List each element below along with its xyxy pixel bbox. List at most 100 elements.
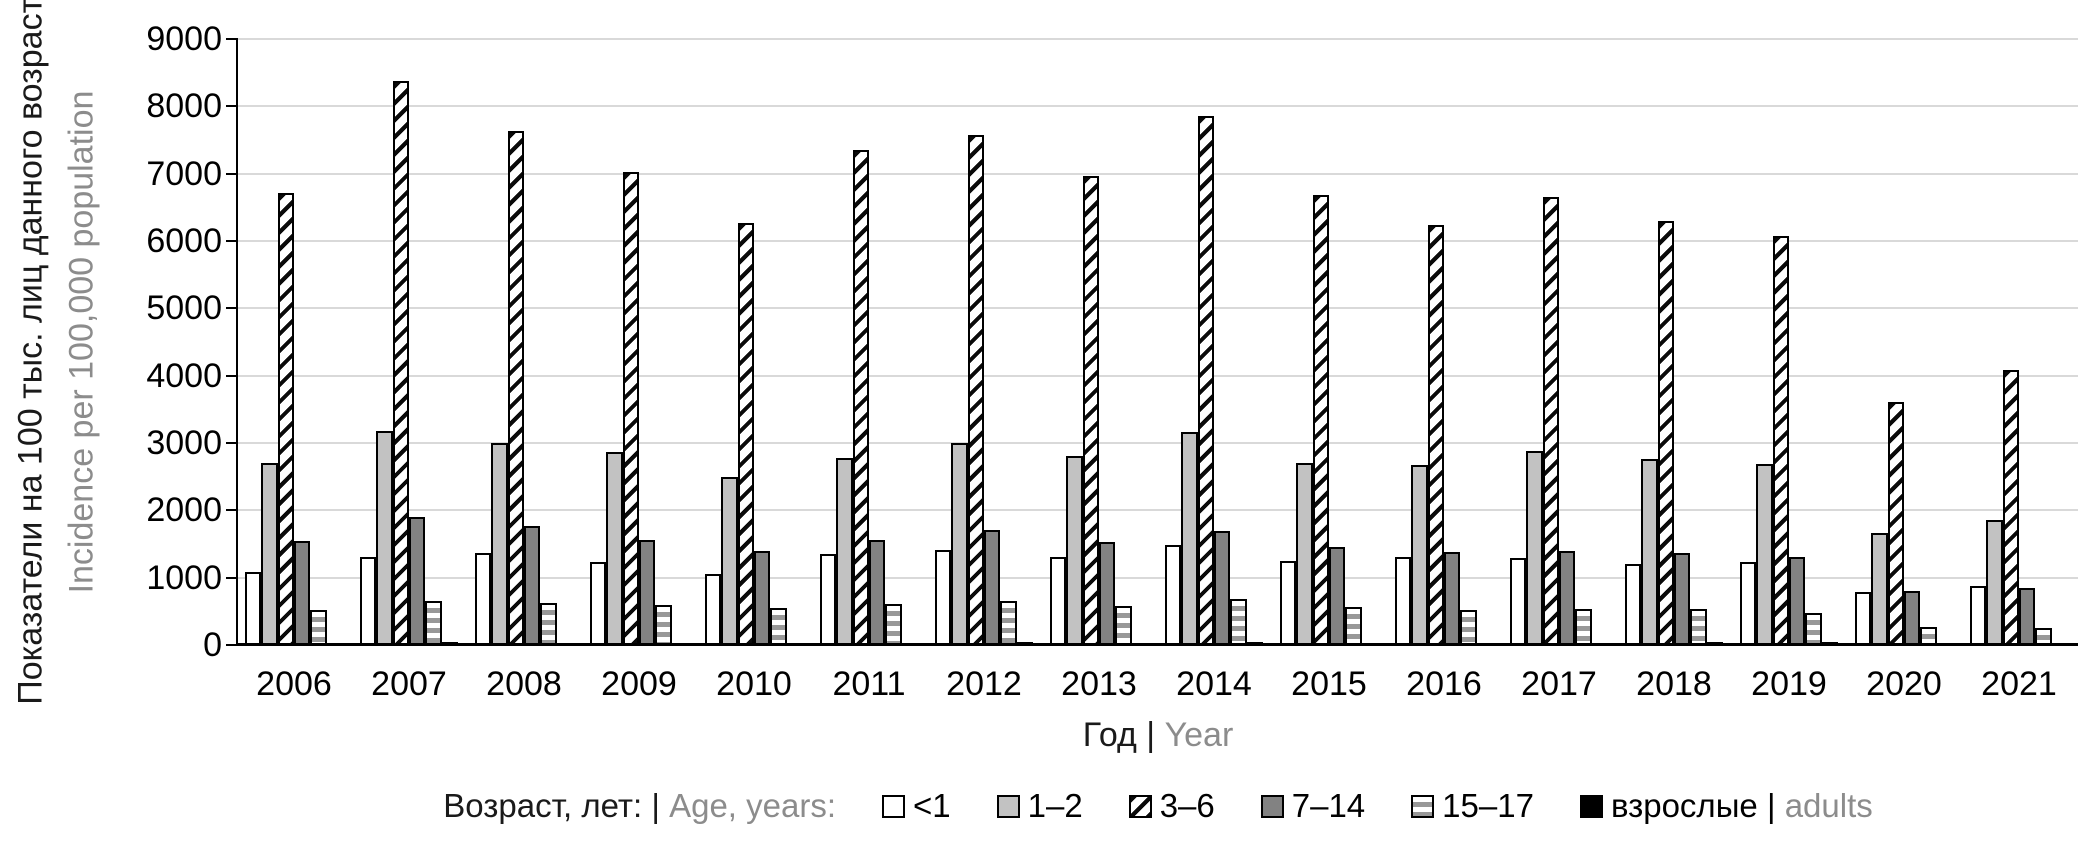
bar-7–14-2018: [1674, 552, 1691, 645]
x-tick-label-2008: 2008: [486, 665, 562, 703]
bar-3–6-2015: [1312, 195, 1329, 645]
bar-1–2-2011: [836, 457, 853, 645]
bar-3–6-2010: [737, 222, 754, 645]
bar-7–14-2021: [2019, 588, 2036, 645]
bar-1–2-2007: [376, 430, 393, 645]
gridline-5000: [238, 307, 2078, 310]
bar-<1-2012: [935, 550, 952, 645]
x-tick-label-2020: 2020: [1866, 665, 1942, 703]
x-tick-label-2015: 2015: [1291, 665, 1367, 703]
x-tick-label-2012: 2012: [946, 665, 1022, 703]
bar-7–14-2014: [1214, 531, 1231, 645]
gridline-9000: [238, 38, 2078, 40]
x-tick-label-2007: 2007: [371, 665, 447, 703]
legend-title-russian: Возраст, лет:: [443, 787, 643, 824]
y-tick-3000: [226, 442, 236, 444]
bar-1–2-2008: [491, 443, 508, 645]
bar-7–14-2009: [639, 539, 656, 645]
legend-swatch-15–17: [1411, 794, 1435, 818]
bar-3–6-2013: [1082, 176, 1099, 645]
bar-1–2-2020: [1871, 533, 1888, 645]
y-tick-label-7000: 7000: [146, 154, 222, 193]
bar-7–14-2007: [409, 517, 426, 645]
y-tick-label-3000: 3000: [146, 424, 222, 462]
bar-7–14-2019: [1789, 556, 1806, 645]
bar-1–2-2018: [1641, 459, 1658, 645]
legend-label-15–17: 15–17: [1442, 787, 1534, 824]
bar-<1-2011: [820, 554, 837, 645]
y-tick-label-0: 0: [203, 626, 222, 664]
bar-<1-2013: [1050, 557, 1067, 645]
legend-item-взрослые: взрослые | adults: [1579, 787, 1873, 825]
y-tick-label-6000: 6000: [146, 222, 222, 260]
bar-7–14-2006: [294, 540, 311, 645]
legend-label-взрослые: взрослые | adults: [1610, 787, 1873, 824]
legend-swatch-взрослые: [1579, 794, 1603, 818]
bar-3–6-2008: [507, 131, 524, 645]
bar-3–6-2014: [1197, 116, 1214, 645]
x-tick-label-2014: 2014: [1176, 665, 1252, 703]
bar-7–14-2013: [1099, 541, 1116, 645]
x-tick-label-2011: 2011: [832, 665, 906, 703]
bar-1–2-2010: [721, 476, 738, 645]
bar-15–17-2021: [2035, 628, 2052, 645]
gridline-7000: [238, 172, 2078, 175]
bar-1–2-2009: [606, 452, 623, 645]
bar-7–14-2011: [869, 539, 886, 645]
legend-title: Возраст, лет: | Age, years:: [443, 787, 836, 825]
legend-label-1–2: 1–2: [1027, 787, 1083, 824]
bar-1–2-2016: [1411, 465, 1428, 645]
y-tick-2000: [226, 509, 236, 512]
bar-3–6-2016: [1427, 224, 1444, 645]
bar-15–17-2008: [540, 603, 557, 645]
bar-7–14-2012: [984, 529, 1001, 645]
legend-item-7–14: 7–14: [1260, 787, 1366, 825]
y-tick-label-9000: 9000: [146, 20, 222, 58]
bar-1–2-2014: [1181, 432, 1198, 645]
x-tick-label-2017: 2017: [1521, 665, 1597, 703]
bar-7–14-2010: [754, 550, 771, 645]
bar-<1-2008: [475, 552, 492, 645]
gridline-6000: [238, 240, 2078, 242]
legend-label-<1: <1: [913, 787, 951, 824]
x-axis-line: [238, 643, 2078, 646]
y-tick-1000: [226, 576, 236, 579]
bar-3–6-2009: [622, 171, 639, 645]
x-axis-tick-labels: 2006 2007 2008 2009 2010 2011 2012 2013 2014 2015…: [238, 665, 2078, 707]
y-tick-9000: [226, 38, 236, 40]
bar-<1-2021: [1970, 585, 1987, 645]
bar-3–6-2017: [1542, 196, 1559, 645]
legend-swatch-1–2: [996, 794, 1020, 818]
bar-15–17-2009: [655, 605, 672, 645]
gridline-1000: [238, 576, 2078, 579]
x-axis-title-russian: Год: [1082, 716, 1137, 754]
bar-1–2-2006: [261, 462, 278, 645]
bar-15–17-2017: [1575, 609, 1592, 645]
bar-15–17-2018: [1690, 609, 1707, 645]
y-tick-6000: [226, 240, 236, 242]
x-tick-label-2006: 2006: [256, 665, 332, 703]
bar-3–6-2020: [1887, 401, 1904, 645]
y-axis-tick-labels: 0 1000 2000 3000 4000 5000 6000 7000 8000 9000: [0, 22, 222, 662]
bar-1–2-2017: [1526, 451, 1543, 645]
bar-<1-2016: [1395, 557, 1412, 645]
legend-title-english: Age, years:: [669, 787, 836, 824]
bar-<1-2019: [1740, 562, 1757, 645]
x-axis-title: Год | Year: [238, 716, 2078, 754]
bar-15–17-2015: [1345, 607, 1362, 645]
bar-15–17-2012: [1000, 601, 1017, 645]
bar-15–17-2013: [1115, 605, 1132, 645]
gridline-4000: [238, 374, 2078, 377]
bar-<1-2010: [705, 573, 722, 645]
bar-<1-2014: [1165, 545, 1182, 645]
legend-item-<1: <1: [882, 787, 951, 825]
bar-<1-2017: [1510, 558, 1527, 645]
bar-3–6-2012: [967, 135, 984, 645]
bar-1–2-2015: [1296, 463, 1313, 645]
gridline-2000: [238, 509, 2078, 512]
x-tick-label-2013: 2013: [1061, 665, 1137, 703]
bar-<1-2009: [590, 562, 607, 645]
legend-label-7–14: 7–14: [1291, 787, 1366, 824]
x-axis-title-pipe: |: [1146, 716, 1156, 754]
